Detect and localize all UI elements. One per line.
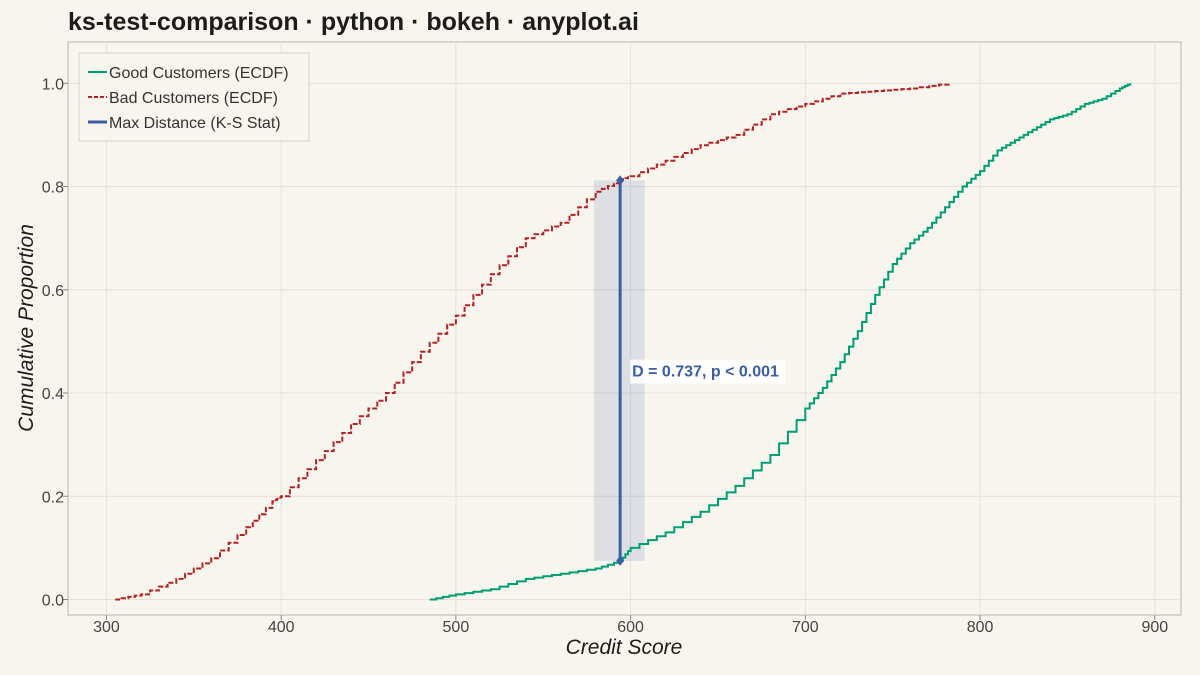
x-tick-label: 600 bbox=[617, 619, 644, 636]
series-layer bbox=[115, 83, 1132, 601]
legend-good-label: Good Customers (ECDF) bbox=[109, 65, 289, 82]
y-axis-title: Cumulative Proportion bbox=[15, 224, 38, 432]
x-axis-title: Credit Score bbox=[566, 636, 683, 659]
y-tick-label: 0.0 bbox=[42, 593, 64, 610]
y-tick-label: 1.0 bbox=[42, 76, 64, 93]
x-tick-label: 700 bbox=[792, 619, 819, 636]
y-tick-label: 0.6 bbox=[42, 283, 64, 300]
ks-low-marker bbox=[616, 555, 625, 566]
x-tick-label: 400 bbox=[268, 619, 295, 636]
y-tick-label: 0.8 bbox=[42, 180, 64, 197]
y-tick-label: 0.2 bbox=[42, 489, 64, 506]
legend-bad-label: Bad Customers (ECDF) bbox=[109, 90, 278, 107]
grid-lines bbox=[68, 42, 1181, 615]
x-tick-label: 500 bbox=[443, 619, 470, 636]
y-tick-label: 0.4 bbox=[42, 386, 64, 403]
ks-annotation-bg bbox=[630, 359, 786, 384]
ks-high-marker bbox=[616, 175, 625, 186]
bad-customers-ecdf-line bbox=[115, 83, 950, 601]
tick-labels: 300 400 500 600 700 800 900 0.0 0.2 0.4 0.6 0.8 1.0 bbox=[42, 76, 1168, 636]
ks-stat-layer: D = 0.737, p < 0.001 bbox=[616, 175, 786, 566]
chart-title: ks-test-comparison · python · bokeh · an… bbox=[68, 8, 639, 36]
x-tick-label: 800 bbox=[967, 619, 994, 636]
ks-annotation: D = 0.737, p < 0.001 bbox=[632, 364, 779, 381]
legend: Good Customers (ECDF) Bad Customers (ECD… bbox=[78, 52, 310, 142]
x-tick-label: 900 bbox=[1141, 619, 1168, 636]
good-customers-ecdf-line bbox=[429, 83, 1132, 601]
legend-ks-label: Max Distance (K-S Stat) bbox=[109, 115, 281, 132]
legend-box bbox=[78, 52, 310, 142]
x-tick-label: 300 bbox=[93, 619, 120, 636]
